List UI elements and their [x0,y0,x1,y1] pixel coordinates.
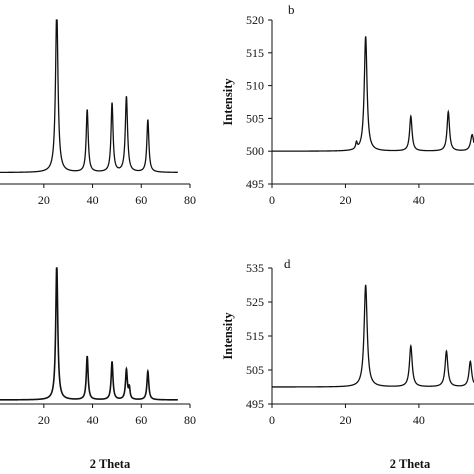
x-tick-label: 0 [269,193,275,207]
y-tick-label: 525 [246,295,264,309]
y-axis-title: Intensity [221,312,235,360]
y-tick-label: 515 [246,46,264,60]
x-tick-label: 40 [413,413,425,427]
x-tick-label: 20 [339,193,351,207]
y-axis-title: Intensity [221,78,235,126]
y-tick-label: 495 [246,177,264,191]
x-tick-label: 40 [413,193,425,207]
x-tick-label: 60 [135,413,147,427]
panel-label: b [288,2,295,17]
x-tick-label: 40 [87,413,99,427]
xrd-pattern-line [272,36,474,152]
x-tick-label: 0 [269,413,275,427]
y-tick-label: 505 [246,111,264,125]
x-tick-label: 60 [135,193,147,207]
xrd-pattern-line [0,19,178,174]
xrd-pattern-line [0,267,178,401]
panel-1: 20 40 60 80 [0,19,196,207]
y-tick-label: 495 [246,397,264,411]
x-axis-title: 2 Theta [390,457,431,471]
panel-2: 0 20 40 495 500 505 510 515 520 Intensity b [221,2,474,207]
y-tick-label: 500 [246,144,264,158]
x-tick-label: 40 [87,193,99,207]
y-tick-label: 510 [246,79,264,93]
y-tick-label: 505 [246,363,264,377]
x-axis-title: 2 Theta [90,457,131,471]
y-tick-label: 520 [246,13,264,27]
panel-4: 0 20 40 495 505 515 525 535 Intensity 2 Theta d [221,256,474,471]
panel-label: d [284,256,291,271]
x-tick-label: 20 [339,413,351,427]
y-tick-label: 535 [246,261,264,275]
x-tick-label: 20 [38,413,50,427]
x-tick-label: 80 [184,193,196,207]
y-tick-label: 515 [246,329,264,343]
x-tick-label: 20 [38,193,50,207]
xrd-pattern-line [272,284,474,388]
panel-3: 20 40 60 80 2 Theta [0,267,196,471]
x-tick-label: 80 [184,413,196,427]
